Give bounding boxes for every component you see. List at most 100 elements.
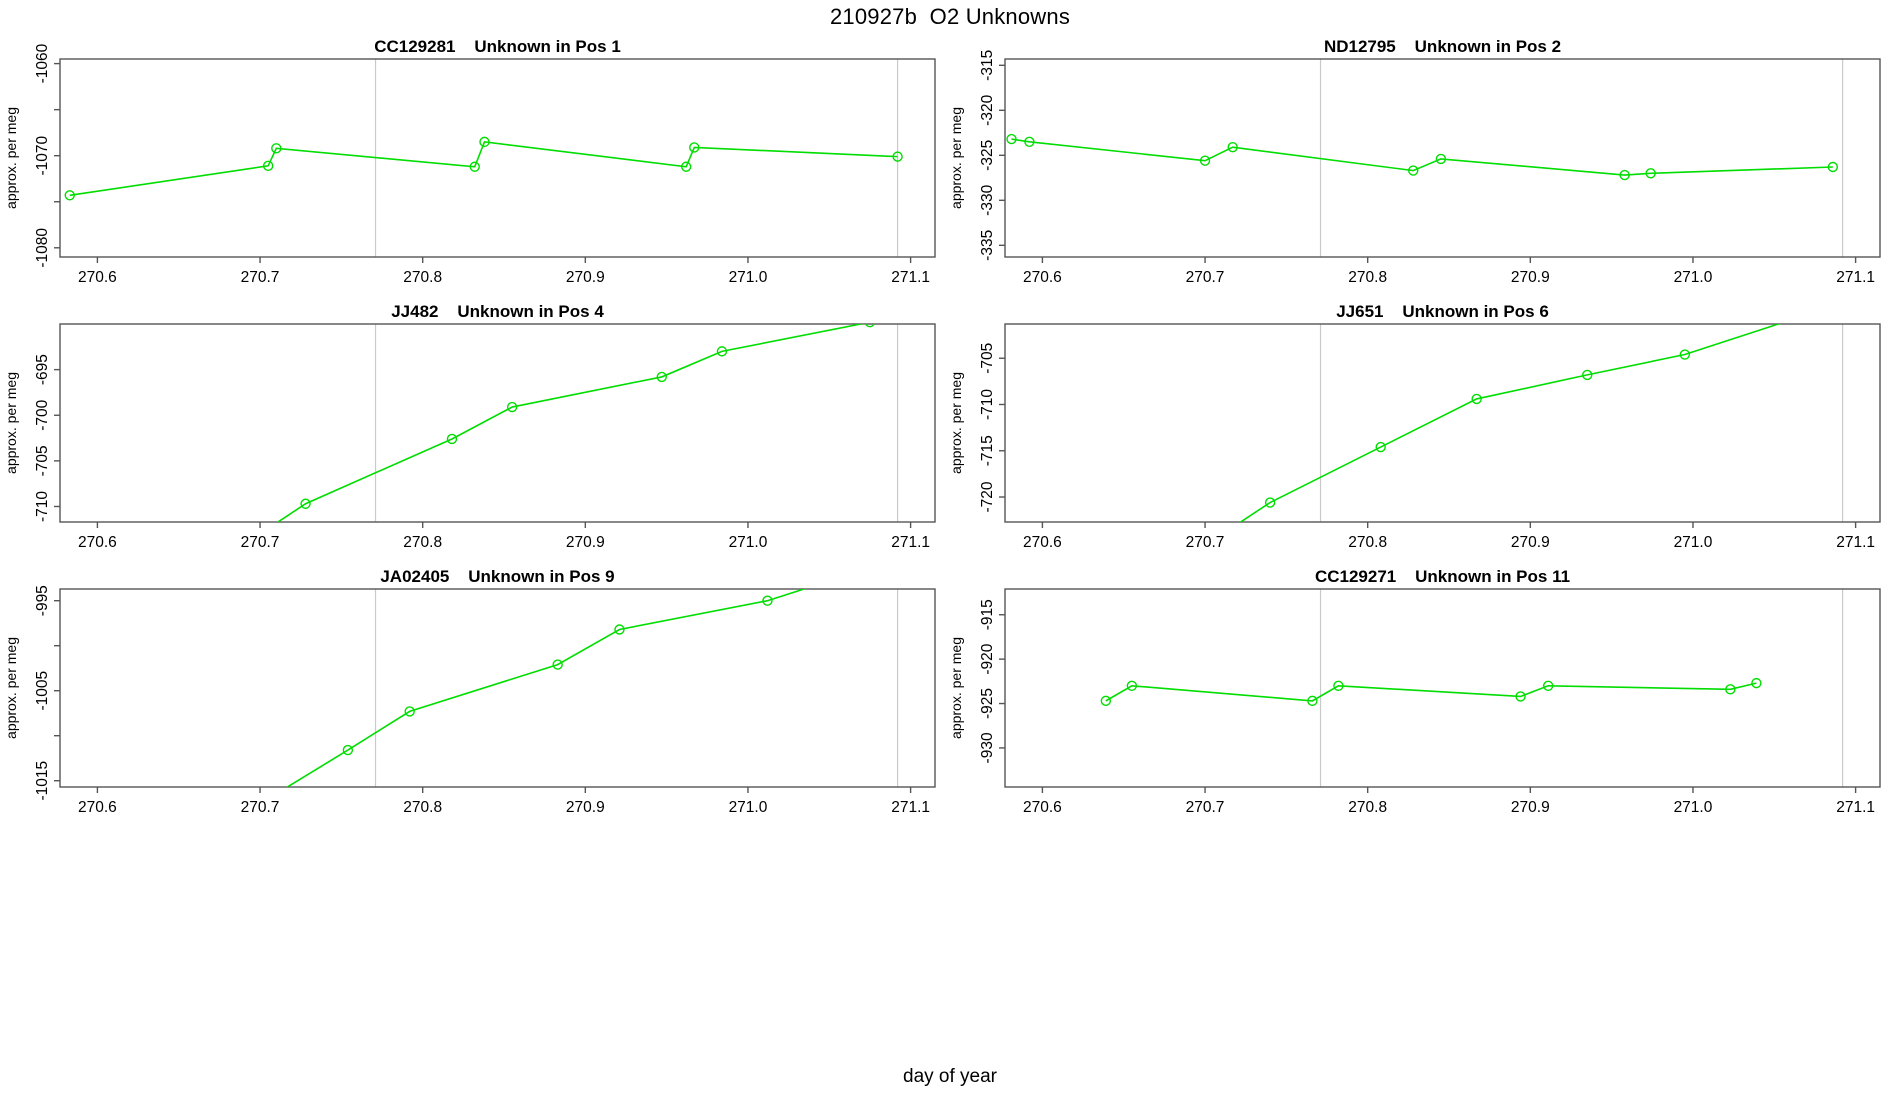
subplot-title: CC129271 Unknown in Pos 11 [1315, 567, 1570, 586]
data-point-marker [689, 142, 700, 153]
x-tick-label: 270.6 [1023, 799, 1062, 816]
data-point-marker [1100, 695, 1112, 707]
data-series [1225, 324, 1782, 534]
data-point-marker [1827, 161, 1839, 173]
data-point-marker [716, 346, 728, 357]
x-tick-label: 270.7 [241, 269, 280, 286]
y-tick-label: -925 [979, 688, 996, 719]
data-point-marker [1619, 169, 1630, 181]
subplot-CC129271: 270.6 270.7 270.8 270.9 271.0 271.1 -930 -925 -9… [945, 565, 1890, 830]
y-tick-label: -1005 [34, 671, 51, 711]
x-tick-label: 270.9 [566, 269, 605, 286]
x-tick-label: 271.1 [1836, 269, 1875, 286]
y-tick-label: -1070 [34, 136, 51, 176]
data-point-marker [1725, 684, 1736, 695]
x-tick-label: 271.1 [1836, 799, 1875, 816]
y-tick-label: -330 [979, 184, 996, 215]
data-point-marker [1471, 393, 1482, 405]
x-tick-label: 270.7 [1186, 534, 1225, 551]
y-axis-label: approx. per meg [948, 637, 964, 739]
y-tick-label: -695 [34, 354, 51, 385]
data-point-marker [892, 151, 903, 162]
x-tick-label: 270.6 [78, 269, 117, 286]
data-point-marker [1225, 525, 1234, 534]
subplot-title: ND12795 Unknown in Pos 2 [1324, 37, 1561, 56]
data-point-marker [1679, 349, 1691, 360]
plot-box [59, 323, 936, 523]
data-point-marker [342, 744, 354, 756]
x-tick-label: 271.0 [729, 534, 768, 551]
series-line [1239, 324, 1782, 522]
data-point-marker [1333, 680, 1344, 691]
subplot-ND12795: 270.6 270.7 270.8 270.9 271.0 271.1 -335 -330 -3… [945, 35, 1890, 300]
y-tick-label: -705 [34, 445, 51, 476]
data-point-marker [1126, 680, 1138, 691]
subplot-title: JJ651 Unknown in Pos 6 [1336, 302, 1549, 321]
plot-area-JJ482: 270.6 270.7 270.8 270.9 271.0 271.1 -710 -705 -7… [3, 302, 936, 551]
data-point-marker [552, 659, 563, 670]
y-tick-label: -1080 [34, 228, 51, 268]
subplot-JJ651: 270.6 270.7 270.8 270.9 271.0 271.1 -720 -715 -7… [945, 300, 1890, 565]
y-tick-label: -335 [979, 230, 996, 261]
data-point-marker [1515, 691, 1526, 702]
y-tick-label: -1015 [34, 761, 51, 801]
plot-area-JA02405: 270.6 270.7 270.8 270.9 271.0 271.1 -1015 -1005… [3, 567, 936, 816]
y-tick-label: -930 [979, 732, 996, 763]
x-tick-label: 270.8 [1348, 534, 1387, 551]
data-point-marker [1375, 441, 1386, 453]
x-tick-label: 270.9 [1511, 799, 1550, 816]
y-tick-label: -710 [979, 389, 996, 420]
data-series [1006, 133, 1839, 181]
data-series [285, 576, 834, 787]
x-tick-label: 270.9 [1511, 534, 1550, 551]
data-point-marker [506, 401, 518, 413]
y-tick-label: -915 [979, 599, 996, 630]
plot-box [59, 588, 936, 788]
y-tick-label: -315 [979, 50, 996, 81]
y-tick-label: -995 [34, 585, 51, 616]
y-tick-label: -920 [979, 643, 996, 674]
x-tick-label: 270.8 [403, 799, 442, 816]
y-tick-label: -705 [979, 343, 996, 374]
data-point-marker [1408, 165, 1419, 176]
series-line [276, 324, 865, 522]
x-tick-label: 270.8 [1348, 799, 1387, 816]
data-point-marker [614, 624, 625, 635]
data-series [1100, 677, 1762, 707]
series-line [285, 589, 807, 787]
subplot-JA02405: 270.6 270.7 270.8 270.9 271.0 271.1 -1015 -1005… [0, 565, 945, 830]
y-axis-label: approx. per meg [3, 372, 19, 474]
data-point-marker [1199, 155, 1211, 166]
x-tick-label: 270.6 [78, 534, 117, 551]
data-point-marker [762, 595, 773, 606]
series-line [69, 141, 898, 197]
x-tick-label: 271.0 [1674, 534, 1713, 551]
data-point-marker [469, 161, 480, 172]
data-point-marker [64, 190, 75, 201]
data-point-marker [825, 576, 834, 585]
series-line [1011, 138, 1833, 176]
data-point-marker [656, 371, 667, 383]
y-tick-label: -720 [979, 481, 996, 512]
subplot-title: CC129281 Unknown in Pos 1 [374, 37, 621, 56]
y-tick-label: -715 [979, 435, 996, 466]
y-axis-label: approx. per meg [3, 637, 19, 739]
data-point-marker [479, 136, 490, 148]
x-tick-label: 270.8 [1348, 269, 1387, 286]
data-point-marker [1006, 133, 1017, 145]
y-tick-label: -325 [979, 140, 996, 171]
y-tick-label: -1060 [34, 43, 51, 83]
plot-area-ND12795: 270.6 270.7 270.8 270.9 271.0 271.1 -335 -330 -3… [948, 37, 1881, 286]
data-point-marker [1264, 497, 1276, 508]
x-tick-label: 271.1 [891, 799, 930, 816]
data-point-marker [1024, 136, 1035, 148]
x-tick-label: 270.9 [566, 799, 605, 816]
x-tick-label: 270.9 [566, 534, 605, 551]
subplot-title: JJ482 Unknown in Pos 4 [391, 302, 604, 321]
data-series [64, 136, 903, 201]
x-axis-title: day of year [903, 1066, 997, 1087]
x-tick-label: 270.6 [78, 799, 117, 816]
x-tick-label: 271.0 [1674, 799, 1713, 816]
plot-box [1004, 58, 1881, 258]
x-tick-label: 271.1 [1836, 534, 1875, 551]
